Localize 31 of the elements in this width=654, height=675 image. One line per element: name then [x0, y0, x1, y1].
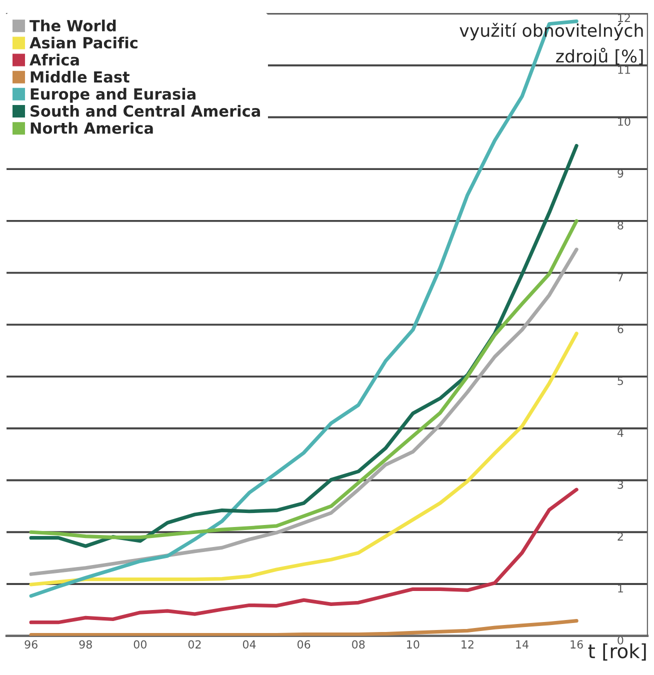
x-tick-label: 10	[407, 640, 420, 649]
legend-label: Africa	[30, 54, 79, 66]
x-tick-label: 02	[188, 640, 201, 649]
y-tick-label: 9	[618, 169, 624, 178]
y-tick-label: 8	[618, 221, 624, 230]
y-tick-label: 2	[618, 532, 623, 541]
legend-label: North America	[30, 122, 153, 134]
x-tick-label: 04	[242, 640, 256, 649]
y-tick-label: 11	[618, 66, 630, 74]
x-tick-label: 08	[352, 640, 365, 649]
x-tick-label: 00	[134, 640, 147, 649]
legend-label: South and Central America	[30, 105, 260, 117]
x-tick-label: 98	[79, 640, 92, 649]
x-tick-label: 16	[570, 640, 583, 649]
x-axis-title: t [rok]	[588, 643, 646, 661]
y-tick-label: 6	[618, 324, 624, 334]
x-tick-label: 14	[516, 640, 528, 648]
legend-label: The World	[30, 20, 116, 32]
x-tick-label: 96	[24, 640, 38, 649]
legend-label: Europe and Eurasia	[30, 88, 196, 103]
legend-label: Middle East	[30, 70, 130, 83]
y-tick-label: 7	[618, 273, 624, 282]
y-tick-label: 12	[618, 14, 630, 22]
y-tick-label: 5	[618, 376, 624, 386]
y-tick-label: 4	[617, 428, 624, 437]
y-tick-label: 10	[618, 117, 630, 126]
x-tick-label: 06	[297, 640, 310, 649]
y-tick-label: 1	[618, 584, 623, 592]
y-tick-label: 3	[618, 480, 624, 489]
x-tick-label: 12	[462, 640, 474, 648]
legend-label: Asian Pacific	[30, 36, 138, 49]
